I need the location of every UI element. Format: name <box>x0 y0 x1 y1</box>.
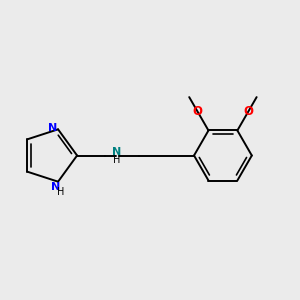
Text: O: O <box>193 105 202 118</box>
Text: N: N <box>51 182 61 192</box>
Text: N: N <box>112 147 122 157</box>
Text: O: O <box>243 105 254 118</box>
Text: H: H <box>113 155 121 166</box>
Text: H: H <box>57 187 64 197</box>
Text: N: N <box>49 123 58 133</box>
